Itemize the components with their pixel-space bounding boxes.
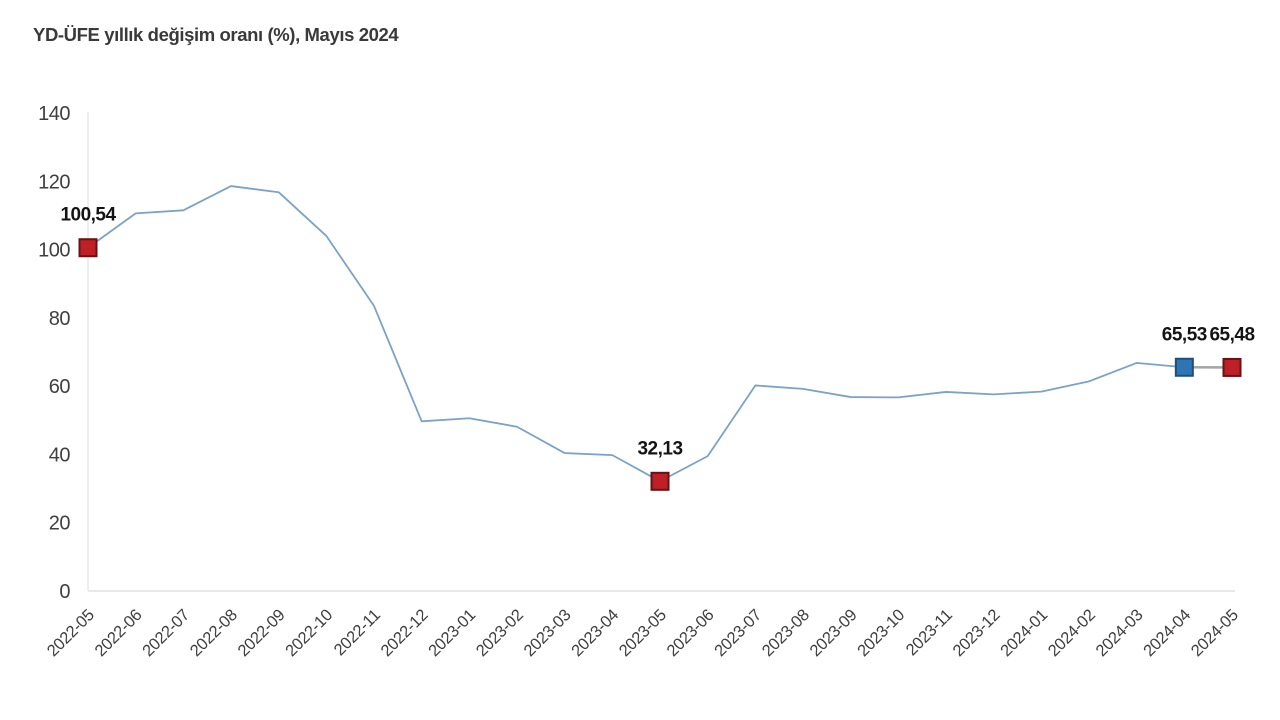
x-axis-tick-label: 2023-02 <box>473 606 527 660</box>
x-axis-tick-label: 2023-09 <box>806 606 860 660</box>
x-axis-tick-label: 2023-08 <box>759 606 813 660</box>
marker-red-square-2023-05 <box>650 471 670 491</box>
x-axis-tick-label: 2023-04 <box>568 606 622 660</box>
y-axis-tick-label: 0 <box>59 581 70 603</box>
x-axis-tick-label: 2022-05 <box>44 606 98 660</box>
x-axis-tick-label: 2022-09 <box>234 606 288 660</box>
marker-blue-square-2024-04 <box>1174 357 1194 377</box>
y-axis-tick-label: 40 <box>49 444 71 466</box>
x-axis-tick-label: 2024-05 <box>1188 606 1242 660</box>
x-axis-tick-label: 2023-06 <box>663 606 717 660</box>
x-axis-tick-label: 2022-11 <box>331 606 384 659</box>
marker-red-square-2024-05 <box>1222 357 1242 377</box>
x-axis-tick-label: 2024-03 <box>1092 606 1146 660</box>
data-label-2024-05: 65,48 <box>1209 324 1254 345</box>
x-axis-tick-label: 2022-06 <box>91 606 145 660</box>
x-axis-tick-label: 2024-02 <box>1045 606 1099 660</box>
marker-red-square-2022-05 <box>78 238 98 258</box>
x-axis-tick-label: 2023-07 <box>711 606 765 660</box>
x-axis-tick-label: 2023-03 <box>520 606 574 660</box>
y-axis-tick-label: 60 <box>49 376 71 398</box>
x-axis-tick-label: 2023-10 <box>854 606 908 660</box>
chart-title: YD-ÜFE yıllık değişim oranı (%), Mayıs 2… <box>33 24 399 45</box>
data-label-2024-04: 65,53 <box>1162 324 1207 345</box>
x-axis-tick-label: 2023-05 <box>616 606 670 660</box>
y-axis-tick-label: 140 <box>38 103 70 125</box>
x-axis-tick-label: 2024-01 <box>997 606 1051 660</box>
x-axis-tick-label: 2022-07 <box>139 606 193 660</box>
data-label-2022-05: 100,54 <box>60 205 116 226</box>
x-axis-tick-label: 2022-08 <box>187 606 241 660</box>
data-label-2023-05: 32,13 <box>637 438 682 459</box>
series-line <box>87 185 1185 483</box>
y-axis-tick-label: 120 <box>38 171 70 193</box>
y-axis-tick-label: 100 <box>38 240 70 262</box>
y-axis-tick-label: 20 <box>49 513 71 535</box>
x-axis-tick-label: 2023-11 <box>903 606 956 659</box>
x-axis-tick-label: 2023-12 <box>949 606 1003 660</box>
x-axis-tick-label: 2022-10 <box>282 606 336 660</box>
x-axis-tick-label: 2023-01 <box>425 606 479 660</box>
y-axis-tick-label: 80 <box>49 308 71 330</box>
x-axis-tick-label: 2024-04 <box>1140 606 1194 660</box>
x-axis-tick-label: 2022-12 <box>377 606 431 660</box>
